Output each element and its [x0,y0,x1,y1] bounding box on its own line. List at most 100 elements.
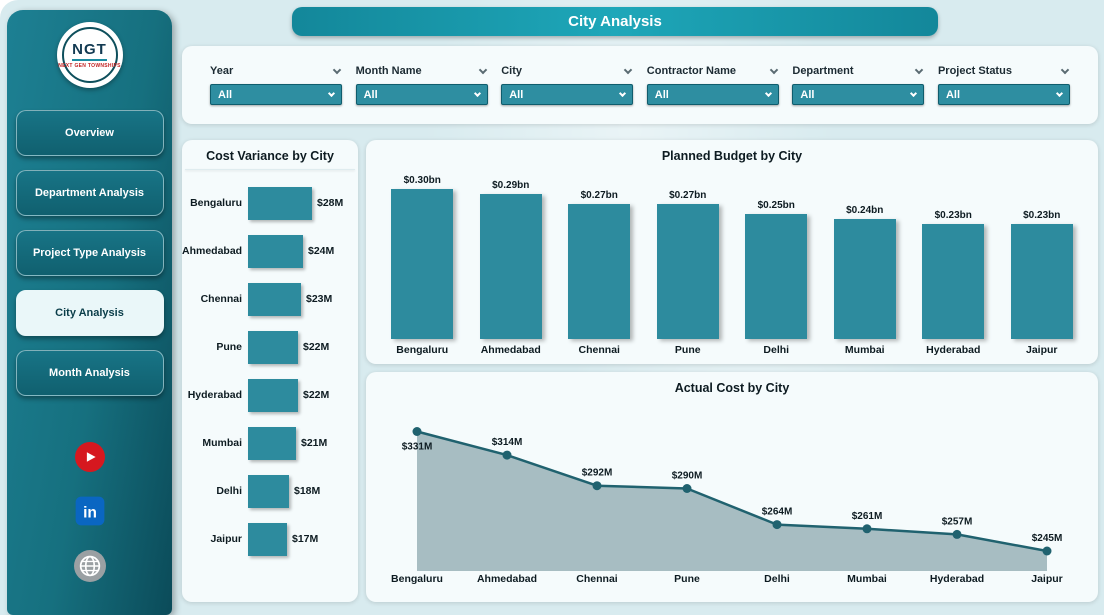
cost-variance-chart: Bengaluru $28M Ahmedabad $24M Chennai $23M Pun… [182,170,358,563]
bar-chennai[interactable] [568,204,631,339]
chevron-down-icon [327,89,336,97]
planned-budget-card: Planned Budget by City $0.30bn $0.29bn $0.… [366,140,1098,364]
linkedin-icon[interactable]: in [75,496,105,526]
category-label: Jaipur [210,533,242,545]
chevron-down-icon[interactable] [769,65,779,74]
sidebar-item-project-type-analysis[interactable]: Project Type Analysis [15,230,164,276]
category-label: Chennai [578,344,620,356]
category-label: Pune [674,573,700,585]
bar-row-chennai: Chennai $23M [182,275,358,323]
data-point-pune[interactable] [682,484,692,493]
bar-row-jaipur: Jaipur $17M [182,515,358,563]
category-label: Delhi [216,485,242,497]
website-globe-icon[interactable] [73,550,106,582]
value-label: $245M [1032,533,1063,544]
planned-budget-title: Planned Budget by City [661,149,803,163]
sidebar-item-department-analysis[interactable]: Department Analysis [15,170,164,216]
sidebar-item-city-analysis[interactable]: City Analysis [15,290,164,336]
data-point-mumbai[interactable] [862,524,872,534]
filter-label: Month Name [355,65,422,77]
category-label: Mumbai [202,437,242,449]
bar-delhi[interactable] [248,474,289,508]
category-label: Jaipur [1031,573,1063,585]
value-label: $257M [942,516,973,527]
bar-bengaluru[interactable] [391,189,454,339]
chevron-down-icon [1055,89,1064,97]
sidebar-item-month-analysis[interactable]: Month Analysis [15,350,164,396]
bar-hyderabad[interactable] [922,224,985,339]
data-point-delhi[interactable] [772,520,782,530]
category-label: Hyderabad [187,389,242,401]
filter-select-year[interactable]: All [210,84,342,105]
bar-ahmedabad[interactable] [479,194,542,339]
category-label: Pune [216,341,242,353]
bar-chennai[interactable] [248,282,301,316]
value-label: $17M [292,533,319,545]
filter-label: Project Status [937,65,1012,77]
chevron-down-icon [473,89,481,97]
chevron-down-icon[interactable] [1060,65,1070,74]
category-label: Delhi [764,573,790,585]
data-point-bengaluru[interactable] [412,427,422,436]
value-label: $0.30bn [403,175,441,186]
filter-department: Department All [792,65,925,105]
value-label: $0.23bn [1023,210,1061,221]
value-label: $28M [317,197,344,209]
category-label: Chennai [576,573,618,585]
filter-select-month-name[interactable]: All [355,84,488,105]
bar-jaipur[interactable] [248,522,287,556]
youtube-icon[interactable] [74,442,105,472]
page-title-text: City Analysis [568,13,662,30]
category-label: Pune [674,344,701,356]
bar-pune[interactable] [248,330,298,364]
value-label: $0.27bn [669,190,707,201]
filter-select-department[interactable]: All [792,84,925,105]
actual-cost-categories: Bengaluru Ahmedabad Chennai Pune Delhi Mumbai… [372,573,1092,585]
value-label: $0.24bn [846,205,884,216]
page-title: City Analysis [292,7,938,36]
value-label: $314M [492,437,523,448]
filter-project-status: Project Status All [937,65,1070,105]
bar-jaipur[interactable] [1010,224,1073,339]
sidebar: NGT NEXT GEN TOWNSHIPS Overview Departmen… [7,10,172,615]
filter-label: Department [792,65,854,77]
value-label: $292M [582,468,613,479]
logo-ring: NGT NEXT GEN TOWNSHIPS [58,27,120,83]
sidebar-item-overview[interactable]: Overview [15,110,164,156]
bar-column-jaipur: $0.23bn [998,169,1087,339]
data-point-chennai[interactable] [592,481,602,491]
filter-contractor-name: Contractor Name All [646,65,779,105]
filter-year: Year All [210,65,342,105]
bar-pune[interactable] [656,204,719,339]
bar-mumbai[interactable] [833,219,896,339]
bar-ahmedabad[interactable] [248,234,303,268]
chevron-down-icon[interactable] [623,65,633,74]
data-point-hyderabad[interactable] [952,529,962,539]
filter-select-city[interactable]: All [501,84,634,105]
filter-city: City All [501,65,634,105]
filter-select-contractor-name[interactable]: All [646,84,779,105]
filter-select-project-status[interactable]: All [937,84,1070,105]
filter-value: All [654,88,669,101]
filter-value: All [800,88,815,101]
bar-row-hyderabad: Hyderabad $22M [182,371,358,419]
bar-hyderabad[interactable] [248,378,298,412]
data-point-jaipur[interactable] [1042,546,1052,556]
chevron-down-icon[interactable] [332,65,342,74]
category-label: Delhi [763,344,790,356]
bar-bengaluru[interactable] [248,186,312,220]
bar-row-mumbai: Mumbai $21M [182,419,358,467]
filter-value: All [363,88,378,101]
chevron-down-icon[interactable] [478,65,487,74]
bar-mumbai[interactable] [248,426,296,460]
bar-delhi[interactable] [745,214,808,339]
value-label: $18M [294,485,321,497]
value-label: $23M [306,293,333,305]
category-label: Jaipur [1025,344,1058,356]
bar-column-mumbai: $0.24bn [821,169,910,339]
bar-row-bengaluru: Bengaluru $28M [182,179,358,227]
data-point-ahmedabad[interactable] [502,450,512,460]
chevron-down-icon[interactable] [915,65,924,74]
planned-budget-chart: $0.30bn $0.29bn $0.27bn $0.27bn $0.25bn $0.24… [366,169,1098,339]
filter-label: Contractor Name [646,65,737,77]
